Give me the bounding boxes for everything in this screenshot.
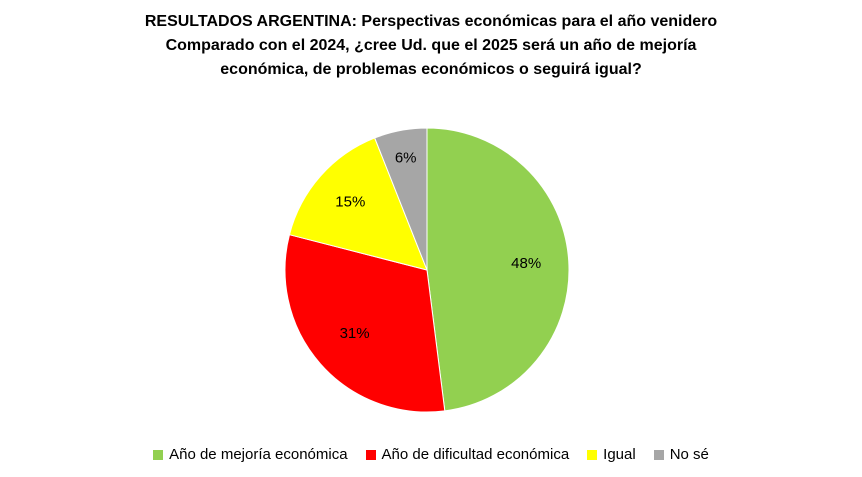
legend-item-no-se: No sé [653,446,709,463]
chart-legend: Año de mejoría económica Año de dificult… [0,446,862,463]
pie-slice-no-se [374,127,428,271]
legend-swatch-no-se [653,449,664,460]
data-label-dificultad: 31% [340,325,370,342]
chart-title-line-3: económica, de problemas económicos o seg… [220,61,642,78]
data-label-no-se: 6% [395,149,417,166]
pie-slice-dificultad [284,234,446,413]
pie-data-labels: 48% 31% 15% 6% [335,149,541,342]
legend-label-no-se: No sé [669,446,709,463]
legend-item-mejoria: Año de mejoría económica [153,446,348,463]
data-label-igual: 15% [335,193,365,210]
legend-label-mejoria: Año de mejoría económica [169,446,348,463]
pie-slice-mejoria [426,127,570,412]
legend-swatch-dificultad [365,449,376,460]
legend-item-igual: Igual [587,446,636,463]
data-label-mejoria: 48% [511,255,541,272]
chart-title: RESULTADOS ARGENTINA: Perspectivas econó… [0,10,862,82]
legend-swatch-igual [587,449,598,460]
legend-item-dificultad: Año de dificultad económica [365,446,570,463]
chart-title-line-2: Comparado con el 2024, ¿cree Ud. que el … [165,37,697,54]
legend-swatch-mejoria [153,449,164,460]
legend-label-igual: Igual [603,446,636,463]
pie-slices [284,127,570,413]
pie-slice-igual [288,137,428,271]
legend-label-dificultad: Año de dificultad económica [381,446,570,463]
chart-title-line-1: RESULTADOS ARGENTINA: Perspectivas econó… [144,13,718,30]
